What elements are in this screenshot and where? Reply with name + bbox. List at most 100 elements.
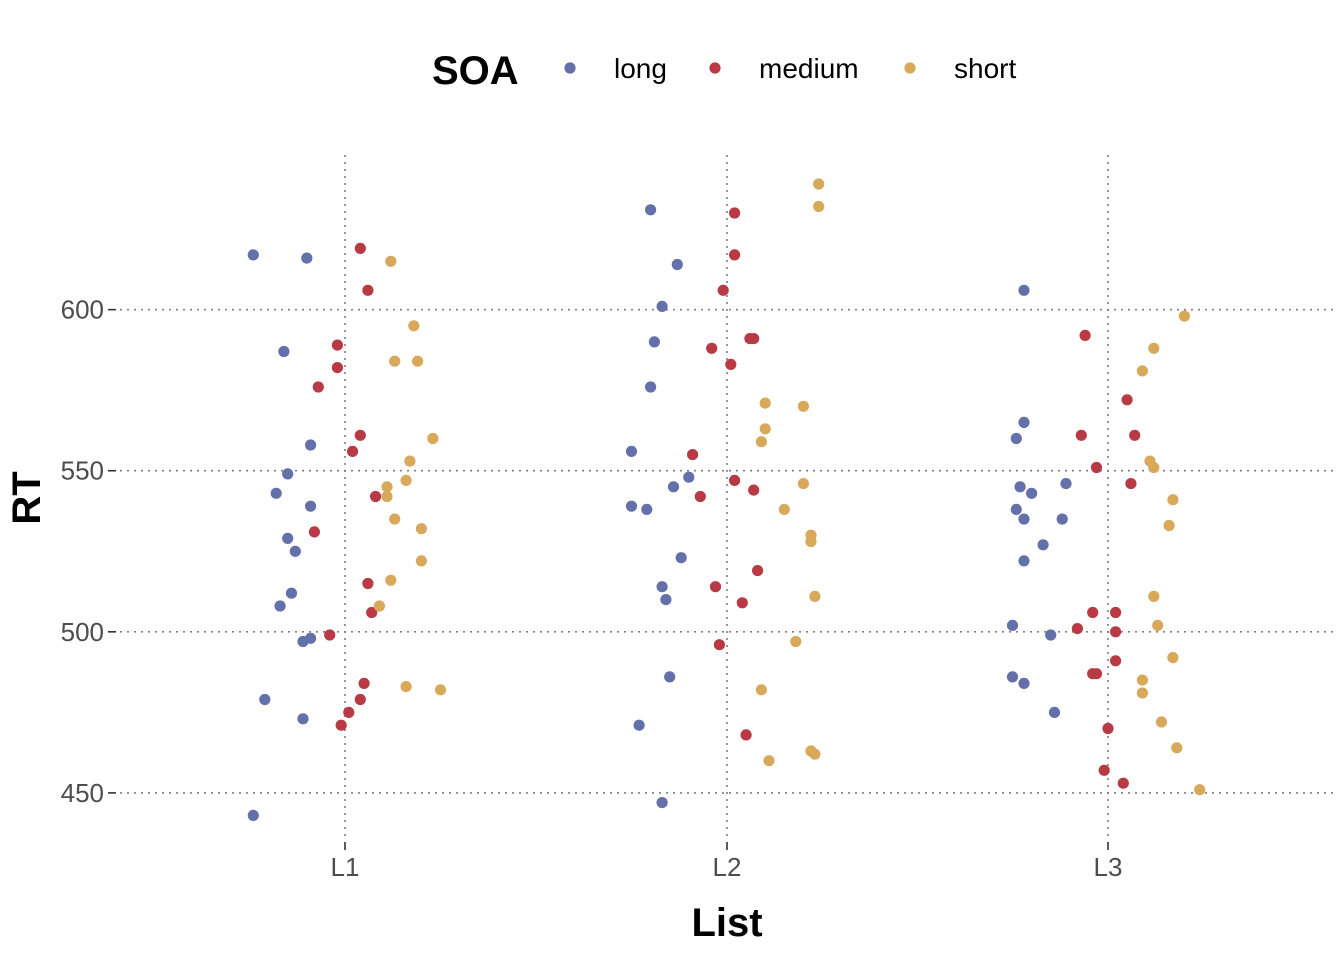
legend-title: SOA [432, 49, 519, 93]
point-medium [748, 484, 760, 496]
point-short [400, 474, 412, 486]
legend-label-long: long [614, 53, 667, 84]
point-long [656, 581, 668, 593]
x-tick-label: L3 [1094, 852, 1123, 882]
point-long [641, 503, 653, 515]
point-medium [354, 242, 366, 254]
point-long [1018, 284, 1030, 296]
point-medium [362, 284, 374, 296]
point-long [656, 797, 668, 809]
point-medium [1110, 626, 1122, 638]
point-short [797, 400, 810, 412]
point-long [656, 300, 668, 312]
legend-key-long [564, 62, 576, 74]
point-short [1194, 784, 1206, 796]
point-short [385, 255, 397, 267]
point-long [667, 481, 680, 493]
point-medium [725, 358, 737, 370]
x-tick-label: L1 [331, 852, 360, 882]
point-short [1152, 619, 1164, 632]
point-long [633, 719, 645, 731]
point-medium [748, 333, 760, 345]
point-short [809, 748, 821, 760]
point-medium [354, 429, 366, 441]
point-short [404, 455, 416, 467]
point-long [297, 713, 309, 725]
point-medium [1110, 655, 1122, 667]
point-short [381, 490, 393, 503]
point-long [671, 258, 683, 271]
point-short [813, 200, 825, 213]
point-medium [729, 207, 741, 219]
point-short [1136, 687, 1148, 699]
point-long [1018, 416, 1030, 428]
point-short [415, 523, 427, 535]
point-long [645, 204, 657, 216]
point-medium [1110, 606, 1122, 619]
point-medium [1129, 429, 1141, 441]
point-short [790, 635, 802, 648]
point-long [1056, 513, 1068, 525]
point-long [301, 252, 313, 264]
point-short [759, 423, 771, 435]
legend-key-short [904, 62, 916, 74]
point-medium [335, 719, 347, 731]
point-medium [706, 342, 718, 354]
point-long [285, 587, 298, 599]
point-medium [1098, 764, 1110, 776]
point-short [412, 355, 424, 367]
point-short [1171, 742, 1183, 754]
point-medium [362, 577, 374, 590]
legend: SOA long medium short [432, 49, 1016, 93]
point-medium [354, 693, 366, 706]
point-short [385, 574, 397, 586]
point-short [1136, 365, 1148, 377]
point-short [1167, 652, 1179, 664]
point-medium [1090, 461, 1103, 474]
point-long [247, 249, 259, 261]
point-long [625, 445, 638, 457]
point-long [282, 468, 294, 480]
point-long [1014, 481, 1026, 493]
point-long [1037, 539, 1049, 551]
point-short [1163, 519, 1175, 532]
point-medium [308, 526, 320, 538]
point-medium [694, 490, 706, 503]
point-short [434, 684, 447, 696]
point-medium [1121, 394, 1133, 406]
point-short [389, 513, 401, 525]
point-long [660, 594, 672, 606]
point-long [274, 600, 286, 612]
point-medium [358, 677, 370, 690]
point-short [1167, 494, 1179, 506]
point-long [247, 809, 259, 822]
point-short [797, 478, 810, 490]
point-long [270, 487, 282, 499]
point-long [645, 381, 657, 393]
legend-items: long medium short [564, 53, 1016, 84]
point-long [1006, 619, 1019, 632]
point-medium [1087, 606, 1099, 619]
point-short [1148, 590, 1160, 603]
y-tick-label: 550 [61, 456, 104, 486]
point-medium [1090, 668, 1103, 680]
point-long [683, 471, 695, 483]
point-medium [736, 597, 748, 609]
point-short [1148, 342, 1160, 354]
point-short [759, 397, 771, 409]
point-long [648, 336, 661, 348]
legend-label-medium: medium [759, 53, 859, 84]
point-long [297, 635, 309, 648]
point-medium [366, 606, 378, 619]
point-long [305, 500, 317, 512]
point-long [1006, 671, 1019, 683]
point-short [809, 590, 821, 603]
point-short [427, 432, 439, 445]
x-tick-label: L2 [713, 852, 742, 882]
axis-layer: L1 L2 L3 450 500 550 600 [61, 295, 1123, 882]
y-tick-label: 500 [61, 617, 104, 647]
point-long [664, 671, 676, 683]
point-long [289, 545, 301, 557]
point-medium [1117, 777, 1129, 789]
point-long [675, 552, 687, 564]
